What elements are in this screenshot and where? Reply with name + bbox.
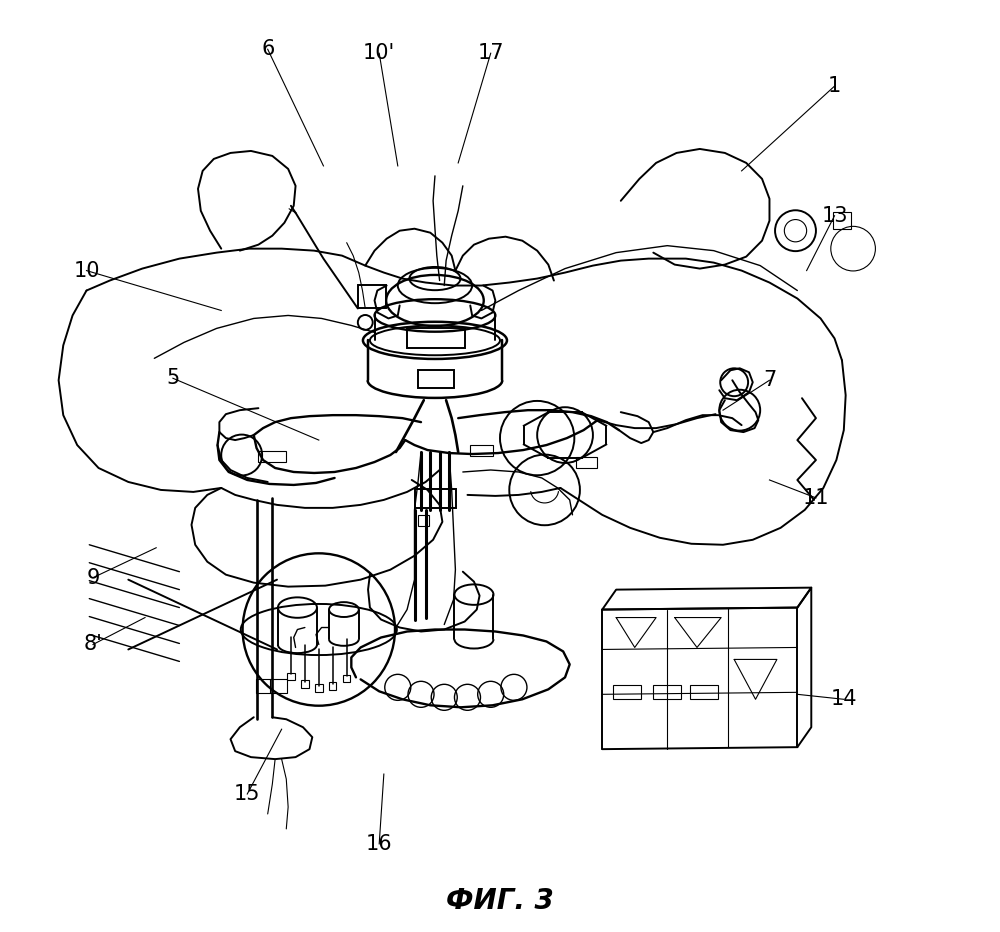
Bar: [343, 675, 350, 682]
Bar: [270, 679, 287, 693]
Text: 11: 11: [803, 488, 829, 508]
Bar: [690, 685, 718, 699]
Bar: [576, 457, 597, 468]
Bar: [258, 451, 286, 462]
Bar: [329, 682, 336, 690]
Bar: [358, 285, 386, 308]
Text: 16: 16: [366, 834, 393, 854]
Bar: [418, 370, 454, 389]
Text: 7: 7: [763, 370, 776, 391]
Bar: [470, 445, 493, 456]
Bar: [256, 679, 272, 693]
Text: 13: 13: [821, 206, 848, 226]
Bar: [415, 489, 456, 508]
Bar: [301, 680, 309, 688]
Text: ФИГ. 3: ФИГ. 3: [446, 887, 554, 915]
Bar: [407, 328, 465, 349]
Bar: [653, 685, 681, 699]
Bar: [833, 212, 851, 228]
Text: 5: 5: [166, 368, 180, 389]
Text: 8': 8': [84, 635, 102, 654]
Bar: [613, 685, 641, 699]
Text: 10': 10': [363, 43, 395, 63]
Text: 17: 17: [477, 43, 504, 63]
Bar: [315, 684, 323, 692]
Text: 15: 15: [234, 784, 261, 804]
Text: 1: 1: [828, 76, 841, 96]
Bar: [287, 673, 295, 680]
Text: 9: 9: [86, 568, 100, 588]
Text: 6: 6: [261, 39, 274, 60]
Text: 14: 14: [831, 690, 857, 709]
Text: 10: 10: [73, 261, 100, 281]
Bar: [418, 514, 429, 526]
